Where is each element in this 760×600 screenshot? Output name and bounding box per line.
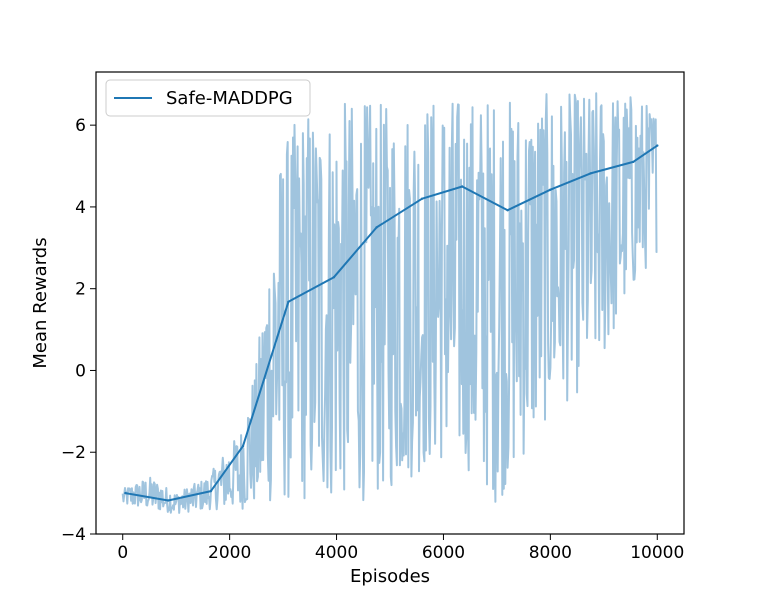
mean-reward-point <box>656 144 659 147</box>
mean-reward-line <box>125 144 658 502</box>
x-axis-label: Episodes <box>350 566 430 587</box>
mean-reward-point <box>375 226 378 229</box>
mean-reward-point <box>241 444 245 448</box>
mean-reward-point <box>332 276 336 279</box>
mean-reward-series <box>124 144 659 502</box>
x-tick-label: 0 <box>117 543 128 563</box>
mean-reward-point <box>506 209 509 212</box>
mean-reward-point <box>549 188 552 191</box>
y-tick-label: 6 <box>75 116 86 136</box>
y-tick-label: −2 <box>61 443 86 463</box>
legend-box <box>105 79 311 117</box>
raw-reward-series <box>121 92 658 514</box>
x-tick-label: 10000 <box>630 543 684 563</box>
legend-label: Safe-MADDPG <box>166 88 293 109</box>
y-tick-label: 2 <box>75 280 86 300</box>
x-axis-ticks: 0 2000 4000 6000 8000 10000 <box>117 534 684 563</box>
x-tick-label: 6000 <box>422 543 465 563</box>
legend: Safe-MADDPG <box>105 79 311 117</box>
raw-reward-line <box>121 92 658 514</box>
mean-reward-point <box>167 499 170 502</box>
y-tick-label: 4 <box>75 198 86 218</box>
plot-frame <box>95 71 685 535</box>
y-tick-label: 0 <box>75 361 86 381</box>
mean-reward-point <box>632 160 635 164</box>
mean-reward-point <box>287 300 290 303</box>
y-axis-ticks: −4 −2 0 2 4 6 <box>61 116 96 545</box>
mean-reward-point <box>420 197 424 200</box>
y-axis-label: Mean Rewards <box>30 237 51 368</box>
x-tick-label: 4000 <box>315 543 358 563</box>
x-tick-label: 8000 <box>529 543 572 563</box>
mean-reward-point <box>589 172 592 175</box>
y-tick-label: −4 <box>61 525 86 545</box>
mean-reward-point <box>461 185 464 188</box>
mean-reward-point <box>209 489 213 493</box>
mean-reward-point <box>124 491 127 495</box>
x-tick-label: 2000 <box>208 543 251 563</box>
